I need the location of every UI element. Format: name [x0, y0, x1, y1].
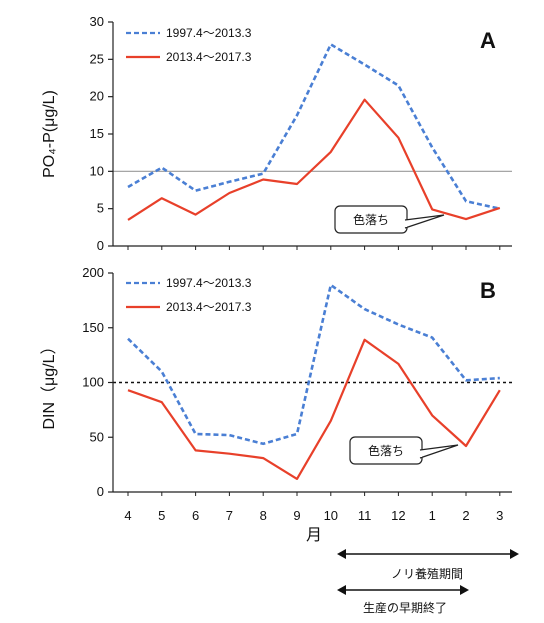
panel-a-ytick-label-1: 5: [97, 201, 104, 216]
period1-label: ノリ養殖期間: [391, 566, 463, 581]
panel-a-ytick-label-6: 30: [90, 14, 104, 29]
x-tick-label-10: 2: [462, 508, 469, 523]
panel-b-callout: 色落ち: [349, 436, 459, 465]
panel-b-series-2-line: [127, 338, 501, 480]
panel-a-series-1-line: [127, 43, 501, 210]
panel-b-ytick-label-0: 0: [97, 484, 104, 499]
panel-a-label: A: [480, 28, 496, 53]
x-tick-label-5: 9: [293, 508, 300, 523]
panel-b-ytick-label-1: 50: [90, 429, 104, 444]
period2-arrow-right-head: [460, 585, 469, 595]
period-annotations: ノリ養殖期間 生産の早期終了: [337, 549, 519, 615]
panel-a-ytick-label-5: 25: [90, 51, 104, 66]
period2-arrow-left-head: [337, 585, 346, 595]
period1-arrow-right-head: [510, 549, 519, 559]
period1-arrow-left-head: [337, 549, 346, 559]
panel-b-series-1-line: [127, 283, 500, 446]
panel-b-y-ticks: 0 50 100 150 200: [82, 265, 501, 499]
panel-b-legend-label-1: 1997.4～2013.3: [166, 276, 252, 290]
x-tick-label-4: 8: [260, 508, 267, 523]
x-tick-label-3: 7: [226, 508, 233, 523]
panel-a-legend-label-2: 2013.4～2017.3: [166, 50, 252, 64]
x-axis-label: 月: [306, 527, 322, 544]
panel-b-legend-label-2: 2013.4～2017.3: [166, 300, 252, 314]
panel-a-ytick-label-2: 10: [90, 163, 104, 178]
panel-b-series: [127, 283, 501, 480]
panel-a-ytick-label-0: 0: [97, 238, 104, 253]
panel-a-ylabel: PO₄-P(μg/L): [41, 90, 58, 178]
x-tick-label-7: 11: [358, 508, 372, 523]
panel-a-callout: 色落ち: [334, 205, 445, 234]
panel-a-series: [127, 43, 501, 221]
panel-b-ytick-label-2: 100: [82, 375, 104, 390]
x-tick-label-0: 4: [124, 508, 131, 523]
x-tick-label-6: 10: [324, 508, 338, 523]
panel-b-ytick-label-4: 200: [82, 265, 104, 280]
panel-b-label: B: [480, 278, 496, 303]
panel-a-legend-label-1: 1997.4～2013.3: [166, 26, 252, 40]
x-tick-label-8: 12: [391, 508, 405, 523]
x-tick-label-2: 6: [192, 508, 199, 523]
x-tick-label-11: 3: [496, 508, 503, 523]
panel-a-ytick-label-4: 20: [90, 89, 104, 104]
panel-a-ytick-label-3: 15: [90, 126, 104, 141]
panel-a-series-2-line: [127, 98, 501, 221]
svg-text:色落ち: 色落ち: [368, 444, 404, 458]
panel-b-ytick-label-3: 150: [82, 320, 104, 335]
x-tick-label-1: 5: [158, 508, 165, 523]
panel-a-y-ticks: 0 5 10 15 20 25 30: [90, 14, 501, 253]
period2-label: 生産の早期終了: [363, 600, 447, 615]
svg-text:色落ち: 色落ち: [353, 213, 389, 227]
panel-a: 0 5 10 15 20 25 30 PO₄-P(μg/L) A 1997.4～2013.3…: [41, 14, 512, 253]
panel-b: 0 50 100 150 200 DIN（μg/L） B 1997.4～2013.3 2…: [40, 265, 512, 544]
x-tick-label-9: 1: [429, 508, 436, 523]
x-tick-labels: 4 5 6 7 8 9 10 11 12 1 2 3: [124, 508, 503, 523]
panel-b-ylabel: DIN（μg/L）: [40, 338, 58, 429]
